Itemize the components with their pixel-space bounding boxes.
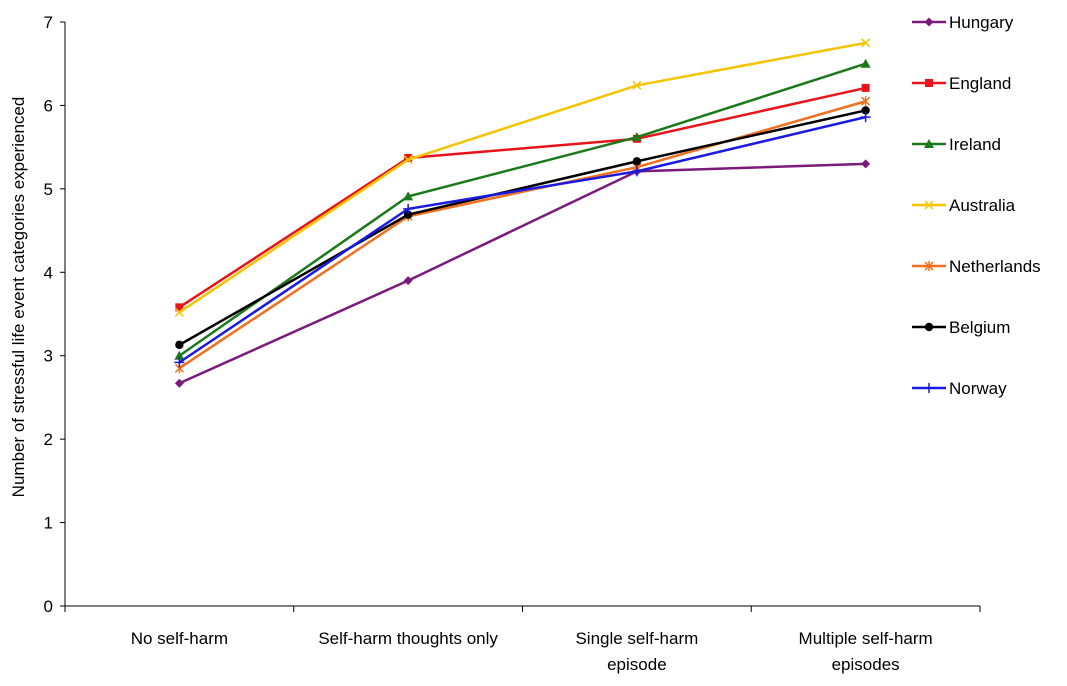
series-belgium [175,106,870,350]
y-tick-label: 7 [44,13,53,32]
series-layer [174,38,871,388]
legend-swatch-marker [924,322,934,332]
data-point-australia [632,80,642,90]
data-point-hungary [403,276,413,286]
data-point-belgium [861,106,870,115]
legend-item-belgium: Belgium [912,318,1010,337]
series-line-hungary [178,162,866,385]
y-tick-label: 1 [44,514,53,533]
data-point-australia [861,38,871,48]
series-line-england [178,86,866,309]
y-tick-label: 2 [44,430,53,449]
legend-label: Australia [949,196,1016,215]
series-ireland [174,58,871,360]
y-tick-label: 3 [44,347,53,366]
data-point-hungary [174,378,184,388]
series-netherlands [174,96,871,374]
data-point-ireland [860,58,871,68]
data-point-norway [631,166,642,177]
data-point-ireland [403,191,414,201]
y-tick-label: 5 [44,180,53,199]
data-point-norway [174,357,185,368]
x-category-label: No self-harm [131,629,228,648]
y-tick-label: 4 [44,263,53,282]
legend-item-norway: Norway [912,379,1007,398]
series-line-netherlands [178,100,866,370]
legend-label: Netherlands [949,257,1041,276]
legend-swatch-marker [924,383,934,393]
data-point-england [404,153,413,162]
legend-label: Norway [949,379,1007,398]
series-line-belgium [178,109,866,346]
data-point-norway [403,203,414,214]
x-category-label: Single self-harm episode [575,629,698,674]
axes: 0 1 2 3 4 5 6 7 No self-harm Self-harm thoughts o… [44,13,981,674]
legend-item-hungary: Hungary [912,13,1014,32]
data-point-norway [860,112,871,123]
data-point-netherlands [861,96,871,107]
data-point-england [861,83,870,92]
series-hungary [174,159,871,388]
legend: Hungary England Ireland Australia Netherland… [912,13,1041,398]
legend-label: England [949,74,1011,93]
y-axis-title: Number of stressful life event categorie… [9,97,28,498]
series-line-ireland [178,62,867,357]
legend-swatch-marker [924,200,934,210]
data-point-ireland [174,350,185,360]
legend-item-netherlands: Netherlands [912,257,1041,276]
data-point-belgium [403,210,413,219]
data-point-belgium [632,157,642,166]
y-tick-label: 6 [44,96,53,115]
legend-label: Hungary [949,13,1014,32]
legend-label: Ireland [949,135,1001,154]
y-tick-label: 0 [44,597,53,616]
series-line-norway [178,115,866,364]
series-line-australia [178,41,866,314]
data-point-belgium [175,340,184,350]
legend-item-ireland: Ireland [912,135,1001,154]
data-point-ireland [631,132,642,142]
legend-item-england: England [912,74,1011,93]
series-norway [174,112,871,368]
legend-label: Belgium [949,318,1010,337]
data-point-hungary [861,159,871,169]
data-point-australia [174,307,184,317]
x-category-label: Self-harm thoughts only [318,629,498,648]
x-category-label: Multiple self-harm episodes [799,629,933,674]
legend-swatch-marker [924,261,934,271]
legend-swatch-marker [925,79,933,87]
legend-swatch-marker [924,139,934,148]
series-australia [174,38,871,317]
series-england [175,83,870,312]
legend-swatch-marker [924,17,934,27]
data-point-australia [403,155,413,165]
data-point-england [175,303,184,312]
legend-item-australia: Australia [912,196,1016,215]
